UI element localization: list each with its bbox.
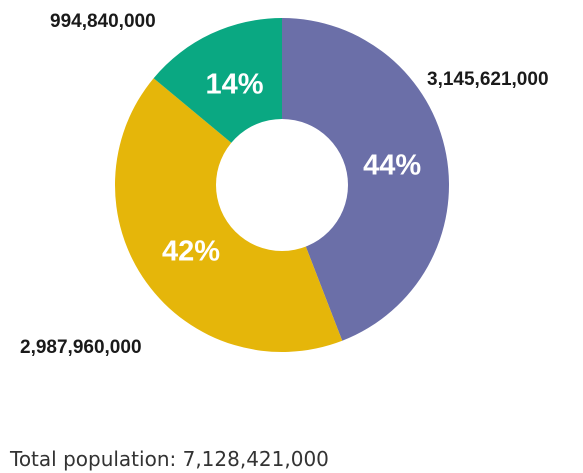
percent-labels: 44% 42% 14% <box>162 69 421 268</box>
value-labels: 3,145,621,000 2,987,960,000 994,840,000 <box>20 11 549 358</box>
slice-percent-label: 44% <box>363 150 421 182</box>
slice-value-label: 2,987,960,000 <box>20 337 142 358</box>
slice-value-label: 994,840,000 <box>50 11 156 32</box>
donut-chart: 44% 42% 14% 3,145,621,000 2,987,960,000 994,… <box>20 11 549 358</box>
donut-slice <box>282 18 449 341</box>
slice-percent-label: 42% <box>162 235 220 267</box>
total-population-text: Total population: 7,128,421,000 <box>10 447 329 471</box>
slice-percent-label: 14% <box>205 69 263 101</box>
donut-hole <box>216 119 348 251</box>
slice-value-label: 3,145,621,000 <box>427 69 549 90</box>
